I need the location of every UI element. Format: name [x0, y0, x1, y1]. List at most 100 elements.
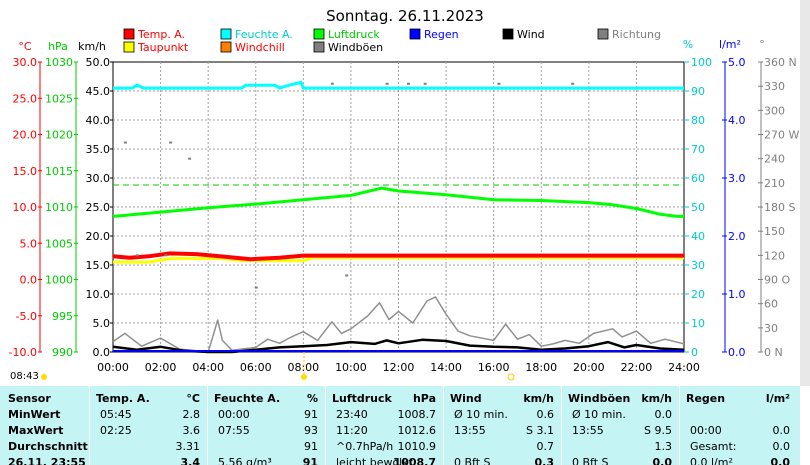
time-tick-label: 02:00	[145, 361, 177, 374]
temp-tick-label: -5.0	[16, 310, 37, 323]
direction-tick-label: 30	[764, 322, 778, 335]
legend: Temp. A. Feuchte A. Luftdruck Regen Wind Rich…	[123, 28, 661, 54]
header-gust-unit: km/h	[641, 392, 672, 405]
wind-tick-label: 35.0	[86, 143, 111, 156]
temp-tick-label: 30.0	[13, 56, 38, 69]
humidity-tick-label: 80	[691, 114, 705, 127]
table-cell: 11:20	[336, 424, 368, 437]
direction-point	[385, 82, 389, 85]
wind-tick-label: 25.0	[86, 201, 111, 214]
series-line-taupunkt	[113, 256, 684, 264]
legend-swatch	[313, 28, 325, 40]
row-label: MaxWert	[8, 424, 64, 437]
rain-tick-label: 2.0	[728, 230, 746, 243]
header-pressure: Luftdruck	[332, 392, 392, 405]
humidity-tick-label: 70	[691, 143, 705, 156]
series	[112, 80, 685, 354]
pressure-tick-label: 995	[52, 310, 73, 323]
table-cell-value: 0.0	[770, 456, 791, 465]
current-time-label: 08:43	[10, 371, 39, 382]
row-label: MinWert	[8, 408, 61, 421]
time-tick-label: 20:00	[573, 361, 605, 374]
direction-tick-label: 90 O	[764, 274, 790, 287]
temp-tick-label: 25.0	[13, 92, 38, 105]
sunrise-marker	[41, 374, 47, 380]
legend-label: Taupunkt	[137, 41, 189, 54]
column-divider	[679, 386, 680, 465]
header-humidity: Feuchte A.	[214, 392, 281, 405]
table-cell-value: 91	[304, 408, 318, 421]
table-cell-value: 1.3	[654, 440, 673, 453]
legend-swatch	[409, 28, 421, 40]
table-cell-value: 0.3	[534, 456, 555, 465]
legend-swatch	[220, 41, 232, 53]
header-wind: Wind	[450, 392, 482, 405]
temp-tick-label: 5.0	[20, 237, 38, 250]
header-wind-unit: km/h	[523, 392, 554, 405]
wind-tick-label: 10.0	[86, 288, 111, 301]
temp-tick-label: 15.0	[13, 165, 38, 178]
legend-item: Feuchte A.	[220, 28, 293, 41]
temp-tick-label: 0.0	[20, 274, 38, 287]
time-tick-label: 24:00	[668, 361, 700, 374]
pressure-tick-label: 1000	[45, 274, 73, 287]
humidity-tick-label: 50	[691, 201, 705, 214]
direction-point	[135, 254, 139, 257]
statistics-table: Sensor Temp. A. °C Feuchte A. % Luftdruc…	[0, 386, 800, 465]
table-cell: 23:40	[336, 408, 368, 421]
rain-tick-label: 0.0	[728, 346, 746, 359]
table-cell-value: S 3.1	[526, 424, 554, 437]
humidity-tick-label: 30	[691, 259, 705, 272]
wind-tick-label: 50.0	[86, 56, 111, 69]
legend-item: Richtung	[597, 28, 661, 41]
table-cell: Gesamt:	[690, 440, 737, 453]
wind-tick-label: 30.0	[86, 172, 111, 185]
legend-label: Feuchte A.	[235, 28, 293, 41]
series-line-feuchte-a	[113, 80, 684, 90]
header-rain: Regen	[686, 392, 726, 405]
table-cell-value: 93	[304, 424, 318, 437]
rain-tick-label: 1.0	[728, 288, 746, 301]
table-cell-value: 91	[302, 456, 318, 465]
rain-tick-label: 4.0	[728, 114, 746, 127]
direction-tick-label: 60	[764, 298, 778, 311]
time-tick-label: 22:00	[621, 361, 653, 374]
direction-tick-label: 150	[764, 225, 785, 238]
direction-point	[330, 82, 334, 85]
legend-swatch	[123, 28, 135, 40]
column-divider	[207, 386, 208, 465]
legend-label: Luftdruck	[328, 28, 380, 41]
column-divider	[443, 386, 444, 465]
legend-label: Wind	[517, 28, 545, 41]
table-cell-value: 3.6	[182, 424, 201, 437]
humidity-tick-label: 60	[691, 172, 705, 185]
legend-swatch	[313, 41, 325, 53]
direction-tick-label: 360 N	[764, 56, 797, 69]
table-cell-value: 0.0	[772, 424, 791, 437]
temp-unit: °C	[18, 40, 32, 53]
humidity-tick-label: 90	[691, 85, 705, 98]
direction-tick-label: 240	[764, 153, 785, 166]
legend-item: Luftdruck	[313, 28, 380, 41]
table-cell: 07:55	[218, 424, 250, 437]
legend-item: Windchill	[220, 41, 285, 54]
direction-point	[254, 286, 258, 289]
pressure-tick-label: 1005	[45, 237, 73, 250]
table-cell: 13:55	[572, 424, 604, 437]
header-gust: Windböen	[568, 392, 631, 405]
wind-tick-label: 0.0	[93, 346, 111, 359]
table-cell: 0 Bft S	[454, 456, 491, 465]
legend-swatch	[502, 28, 514, 40]
direction-tick-label: 180 S	[764, 201, 795, 214]
table-cell: 5.56 g/m³	[218, 456, 272, 465]
legend-swatch	[123, 41, 135, 53]
column-divider	[561, 386, 562, 465]
pressure-tick-label: 1025	[45, 92, 73, 105]
direction-tick-label: 300	[764, 104, 785, 117]
wind-tick-label: 40.0	[86, 114, 111, 127]
direction-unit: °	[759, 38, 765, 51]
table-cell: leicht bewölkt	[336, 456, 413, 465]
direction-point	[407, 82, 411, 85]
time-tick-label: 08:00	[287, 361, 319, 374]
time-tick-label: 04:00	[192, 361, 224, 374]
